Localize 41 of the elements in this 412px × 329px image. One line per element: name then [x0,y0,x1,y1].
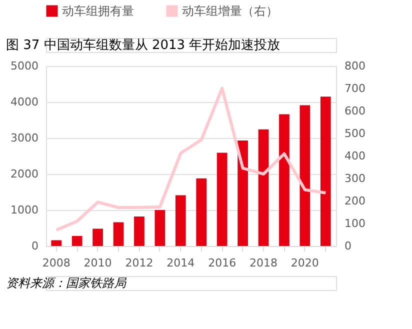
bar [196,178,207,246]
line-series [54,86,328,232]
y2-tick-label: 400 [344,150,366,162]
y-tick-label: 3000 [10,132,38,144]
y2-tick-label: 0 [344,240,352,252]
y-tick-label: 4000 [10,96,38,108]
y2-tick-label: 200 [344,194,366,208]
bar [175,195,186,246]
legend-label: 动车组增量（右） [182,4,278,18]
x-tick-label: 2020 [290,256,319,270]
legend-label: 动车组拥有量 [62,4,134,18]
bar [320,96,331,246]
y-tick-label: 5000 [10,60,38,72]
y2-tick-label: 600 [344,104,366,118]
y2-tick-label: 800 [344,60,366,72]
bar [113,222,124,246]
bar [238,140,248,246]
x-tick-label: 2010 [84,256,112,270]
x-tick-label: 2014 [166,256,195,270]
y2-tick-label: 700 [344,82,366,95]
y2-tick-label: 300 [344,172,366,185]
y-tick-label: 1000 [10,204,38,216]
y-tick-label: 0 [32,240,38,252]
y-tick-label: 2000 [10,168,38,180]
bar [51,240,62,246]
bar [154,210,166,246]
text: 资料来源：国家铁路局 [6,276,127,290]
y2-tick-label: 500 [344,127,366,140]
bar [258,129,269,246]
bar [134,216,144,246]
bar [300,105,310,246]
bar [92,228,103,246]
y2-tick-label: 100 [344,217,366,230]
bar [216,152,228,246]
x-tick-label: 2008 [42,256,70,270]
x-tick-label: 2016 [208,256,236,270]
chart-title: 图 37 中国动车组数量从 2013 年开始加速投放 [6,38,280,53]
bar [279,114,290,246]
x-tick-label: 2012 [125,256,154,270]
bar [72,236,82,246]
x-tick-label: 2018 [250,256,278,270]
